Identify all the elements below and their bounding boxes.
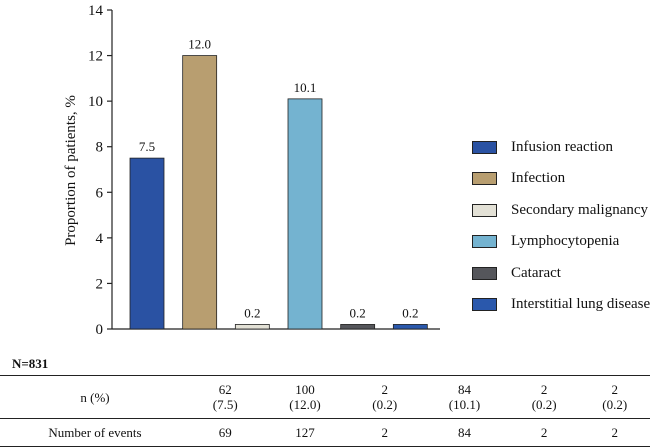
y-tick-label: 14 (88, 3, 104, 19)
bar-3 (234, 324, 270, 330)
legend-label: Cataract (511, 264, 561, 281)
bar-1 (129, 157, 165, 330)
y-tick-label: 2 (96, 276, 104, 292)
legend-swatch (472, 140, 497, 154)
table-cell: 2 (0.2) (372, 382, 398, 412)
bar-value-label: 0.2 (350, 305, 366, 320)
bar-value-label: 0.2 (244, 305, 260, 320)
legend-label: Interstitial lung disease (511, 296, 651, 312)
table-cell: 127 (295, 424, 315, 440)
legend-swatch (472, 235, 497, 248)
y-axis-title: Proportion of patients, % (63, 95, 79, 246)
legend-item: Infection (472, 169, 565, 189)
table-cell: 2 (540, 424, 548, 440)
legend-item: Lymphocytopenia (472, 232, 619, 252)
y-tick-label: 6 (96, 185, 104, 201)
legend-item: Interstitial lung disease (472, 295, 650, 315)
legend-swatch (472, 266, 497, 280)
y-tick-label: 8 (96, 140, 104, 156)
table-cell: 84 (10.1) (448, 382, 481, 412)
table-cell: 84 (457, 424, 471, 440)
y-tick-label: 4 (96, 231, 104, 247)
legend-swatch (472, 172, 497, 185)
legend-swatch (472, 298, 497, 311)
legend-item: Infusion reaction (472, 137, 613, 157)
bar-5 (340, 324, 376, 330)
table-cell: 2 (0.2) (531, 382, 557, 412)
bar-value-label: 12.0 (188, 37, 211, 52)
bar-6 (392, 324, 428, 330)
legend-item: Cataract (472, 263, 561, 283)
bar-value-label: 10.1 (294, 80, 317, 95)
y-tick-label: 0 (96, 322, 104, 338)
table-cell: 62 (7.5) (212, 382, 238, 412)
row-label: n (%) (80, 389, 110, 405)
bar-value-label: 0.2 (402, 305, 418, 320)
sample-size-label: N=831 (12, 356, 49, 371)
legend-label: Lymphocytopenia (511, 233, 620, 249)
legend-label: Infection (511, 170, 566, 186)
table-row-events: Number of events 69 127 2 84 2 2 (0, 418, 650, 447)
table-cell: 2 (0.2) (602, 382, 628, 412)
table-cell: 2 (381, 424, 388, 440)
bar-chart: 0 2 4 6 8 10 12 14 Proportion of patients, % 7.5 1… (63, 3, 440, 338)
events-table: n (%) 62 (7.5) 100 (12.0) 2 (0.2) 84 (10.1) … (0, 375, 650, 447)
bar-2 (182, 55, 218, 330)
legend-label: Secondary malignancy (511, 201, 649, 218)
legend-item: Secondary malignancy (472, 200, 648, 220)
y-tick-label: 12 (88, 49, 103, 65)
row-label: Number of events (48, 424, 142, 440)
table-cell: 100 (12.0) (289, 382, 321, 412)
y-tick-label: 10 (88, 94, 103, 110)
table-cell: 2 (611, 424, 618, 440)
bar-value-label: 7.5 (139, 139, 155, 154)
legend-label: Infusion reaction (511, 138, 614, 155)
legend-swatch (472, 203, 497, 217)
table-cell: 69 (218, 424, 232, 440)
table-row-n-percent: n (%) 62 (7.5) 100 (12.0) 2 (0.2) 84 (10.1) … (0, 375, 650, 419)
bar-4 (287, 98, 323, 330)
